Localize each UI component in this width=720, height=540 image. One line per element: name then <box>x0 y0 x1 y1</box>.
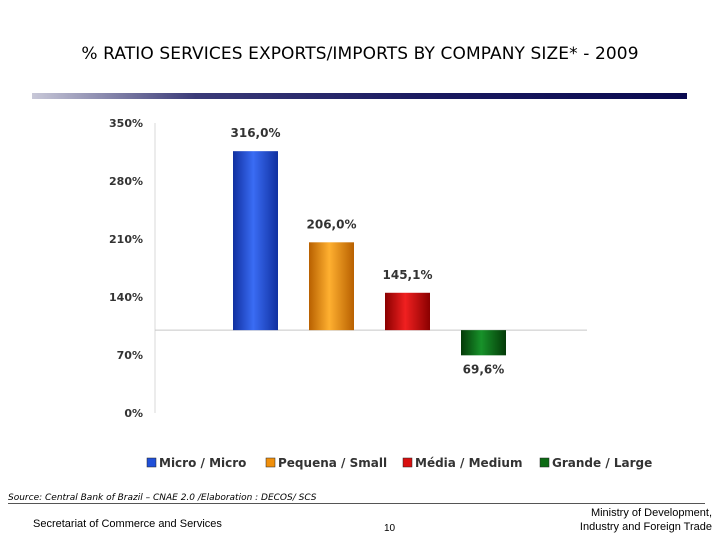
footer-ministry-line2: Industry and Foreign Trade <box>579 521 712 533</box>
bar-3 <box>385 292 430 331</box>
bar-1 <box>233 151 278 331</box>
legend-swatch-4 <box>539 457 550 468</box>
legend-label-3: Média / Medium <box>415 456 522 470</box>
y-tick-label: 70% <box>117 349 143 362</box>
y-tick-label: 350% <box>109 117 143 130</box>
legend-label-2: Pequena / Small <box>278 456 387 470</box>
data-label-2: 206,0% <box>307 217 357 231</box>
footer-divider <box>8 503 705 504</box>
footer-ministry-line1: Ministry of Development, <box>590 507 712 519</box>
legend-label-4: Grande / Large <box>552 456 652 470</box>
legend-swatch-2 <box>265 457 276 468</box>
legend-swatch-1 <box>146 457 157 468</box>
bar-4 <box>461 330 506 356</box>
title-divider <box>32 93 687 99</box>
footer-ministry: Ministry of Development, Industry and Fo… <box>580 506 712 534</box>
data-label-4: 69,6% <box>463 362 505 376</box>
data-label-3: 145,1% <box>383 268 433 282</box>
y-tick-label: 0% <box>124 407 143 420</box>
legend-label-1: Micro / Micro <box>159 456 246 470</box>
slide-title: % RATIO SERVICES EXPORTS/IMPORTS BY COMP… <box>81 44 639 64</box>
legend-swatch-3 <box>402 457 413 468</box>
footer-secretariat: Secretariat of Commerce and Services <box>33 518 222 530</box>
page-number: 10 <box>384 523 396 534</box>
y-tick-label: 140% <box>109 291 143 304</box>
y-tick-label: 280% <box>109 175 143 188</box>
bar-2 <box>309 242 354 331</box>
data-label-1: 316,0% <box>231 126 281 140</box>
y-tick-label: 210% <box>109 233 143 246</box>
bar-chart: 0% 70% 140% 210% 280% 350% 316,0% 206,0% 145,1%… <box>109 117 653 470</box>
source-note: Source: Central Bank of Brazil – CNAE 2.… <box>8 493 317 503</box>
